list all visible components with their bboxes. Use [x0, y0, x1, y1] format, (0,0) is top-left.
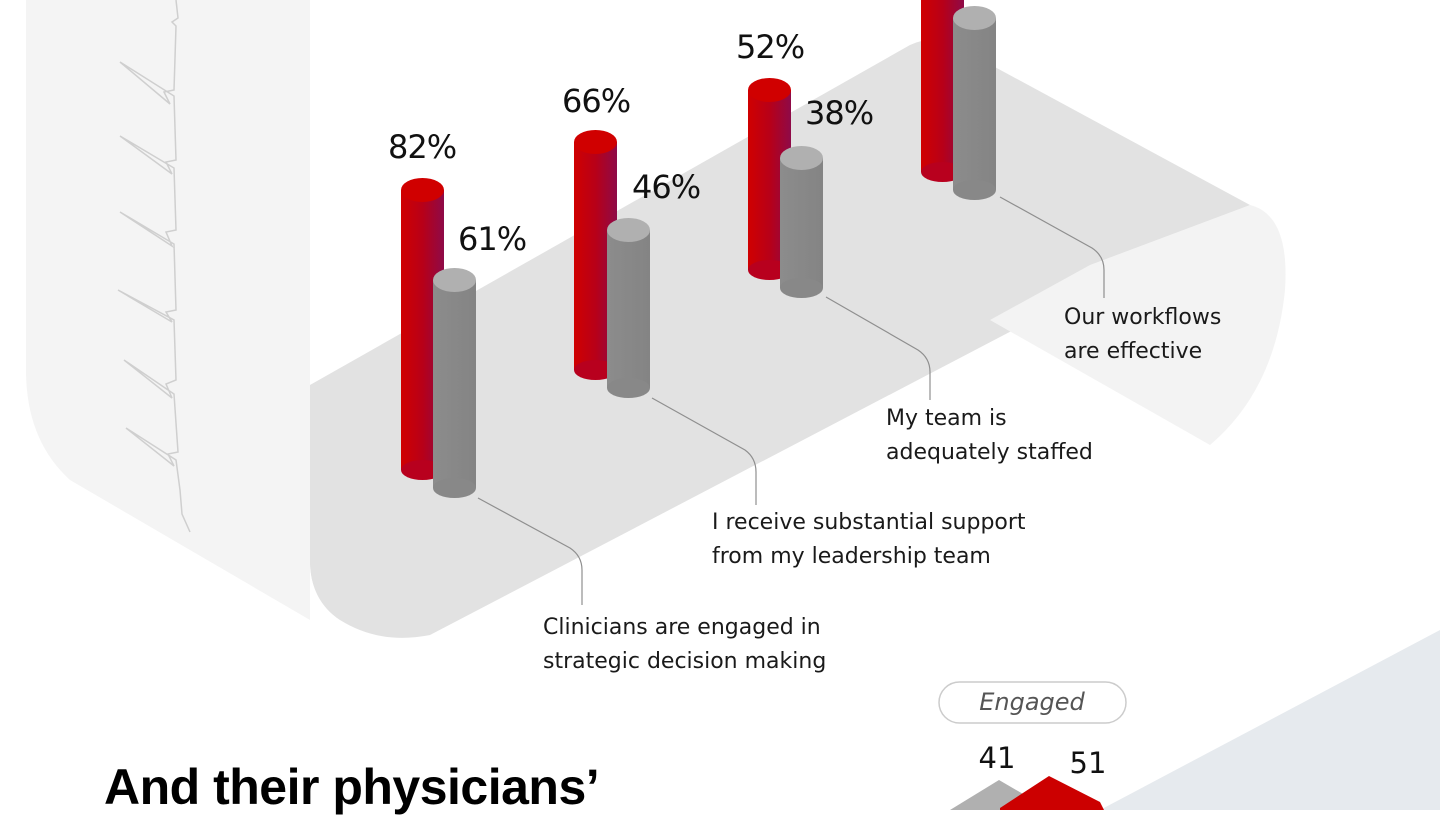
- bar-group-1: 82% 61%: [388, 128, 527, 498]
- category-labels: Clinicians are engaged in strategic deci…: [543, 305, 1221, 674]
- bar-group-3: 52% 38%: [736, 28, 874, 298]
- leader-lines: [477, 196, 1105, 605]
- bar-1-red-value: 82%: [388, 128, 456, 166]
- category-2-line-2: from my leadership team: [712, 544, 991, 569]
- category-1-line-2: strategic decision making: [543, 649, 826, 674]
- bar-2-red-value: 66%: [562, 82, 630, 120]
- bar-group-2: 66% 46%: [562, 82, 701, 398]
- category-1-line-1: Clinicians are engaged in: [543, 615, 821, 640]
- category-4-line-1: Our workflows: [1064, 305, 1221, 330]
- engaged-pill: [938, 681, 1127, 724]
- section-headline: And their physicians’: [104, 759, 600, 815]
- ecg-line-icon: [117, 0, 191, 533]
- chart-platform: [310, 39, 1286, 638]
- bar-group-4: [921, 0, 996, 200]
- category-3-line-2: adequately staffed: [886, 440, 1093, 465]
- bar-1-gray-value: 61%: [458, 220, 526, 258]
- engaged-pill-label: Engaged: [979, 688, 1085, 716]
- bar-2-gray-value: 46%: [632, 168, 700, 206]
- bar-3-red-value: 52%: [736, 28, 804, 66]
- engaged-red-block: [1000, 776, 1104, 810]
- bar-3-gray-value: 38%: [805, 94, 873, 132]
- background-wedge: [1100, 630, 1440, 810]
- engaged-section: Engaged 41 51: [938, 681, 1127, 810]
- ecg-panel: [26, 0, 310, 620]
- category-4-line-2: are effective: [1064, 339, 1202, 364]
- category-2-line-1: I receive substantial support: [712, 510, 1026, 535]
- engaged-gray-value: 41: [979, 741, 1016, 775]
- category-3-line-1: My team is: [886, 406, 1007, 431]
- engaged-red-value: 51: [1070, 746, 1107, 780]
